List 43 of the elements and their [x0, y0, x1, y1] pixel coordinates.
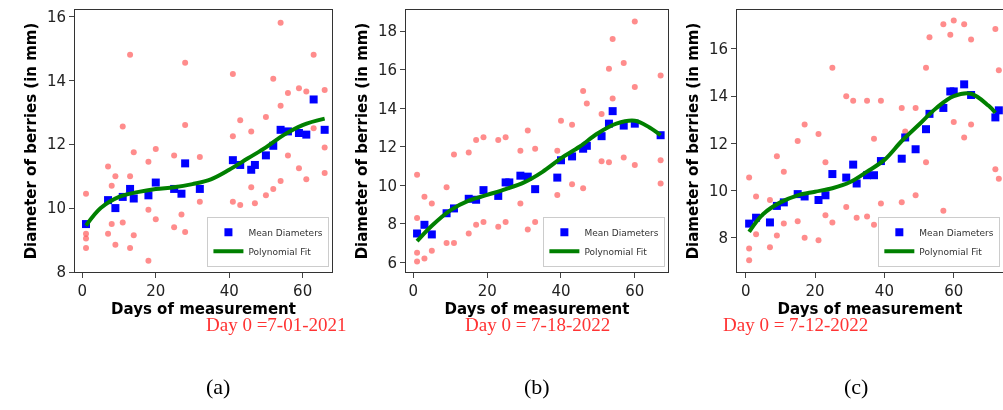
x-tick-label: 60 — [293, 282, 313, 300]
legend-label: Polynomial Fit — [919, 246, 983, 257]
y-tick-label: 16 — [377, 60, 397, 79]
x-tick-label: 40 — [219, 282, 239, 300]
legend-label: Mean Diameters — [919, 227, 994, 238]
x-tick-label: 20 — [146, 282, 166, 300]
x-axis-title: Days of measurement — [444, 300, 630, 318]
legend-label: Polynomial Fit — [248, 246, 312, 257]
y-tick-label: 8 — [387, 215, 397, 234]
y-axis-title: Diameter of berries (in mm) — [684, 22, 703, 260]
y-tick-label: 18 — [377, 22, 397, 41]
legend-label: Polynomial Fit — [584, 246, 648, 257]
y-axis-title: Diameter of berries (in mm) — [22, 22, 41, 260]
x-tick-label: 0 — [408, 282, 419, 300]
y-tick-label: 10 — [46, 199, 66, 218]
y-tick-label: 6 — [387, 253, 397, 272]
y-tick-label: 12 — [377, 138, 397, 157]
y-tick-label: 10 — [708, 181, 728, 200]
x-tick-label: 20 — [805, 282, 825, 300]
y-tick-label: 12 — [708, 134, 728, 153]
x-tick-label: 60 — [944, 282, 964, 300]
x-tick-label: 20 — [477, 282, 497, 300]
x-tick-label: 0 — [740, 282, 751, 300]
text: (b) — [524, 374, 550, 399]
x-tick-label: 0 — [77, 282, 88, 300]
y-tick-label: 10 — [377, 176, 397, 195]
x-axis-title: Days of measurement — [777, 300, 963, 318]
y-tick-label: 8 — [56, 263, 66, 282]
legend-label: Mean Diameters — [248, 227, 323, 238]
y-tick-label: 12 — [46, 135, 66, 154]
y-tick-label: 16 — [46, 7, 66, 26]
x-tick-label: 40 — [551, 282, 571, 300]
y-tick-label: 14 — [708, 87, 728, 106]
x-tick-label: 40 — [874, 282, 894, 300]
y-tick-label: 16 — [708, 40, 728, 59]
y-axis-title: Diameter of berries (in mm) — [353, 22, 372, 260]
y-tick-label: 14 — [377, 99, 397, 118]
text: (a) — [206, 374, 231, 399]
legend-label: Mean Diameters — [584, 227, 659, 238]
y-tick-label: 8 — [718, 229, 728, 248]
x-tick-label: 60 — [625, 282, 645, 300]
y-tick-label: 14 — [46, 71, 66, 90]
text: (c) — [844, 374, 869, 399]
